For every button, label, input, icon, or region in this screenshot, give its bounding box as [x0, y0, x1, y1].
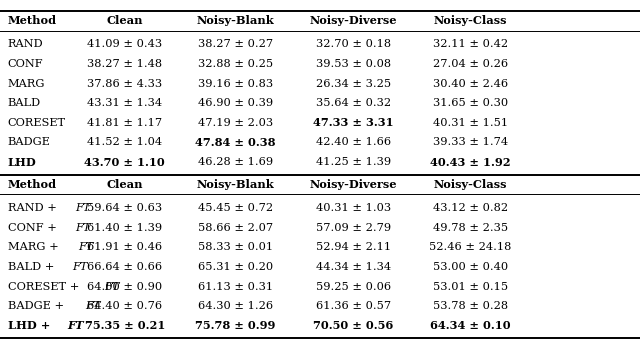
Text: BALD: BALD: [8, 98, 41, 108]
Text: Clean: Clean: [106, 179, 143, 190]
Text: 64.30 ± 1.26: 64.30 ± 1.26: [198, 301, 273, 311]
Text: 61.91 ± 0.46: 61.91 ± 0.46: [87, 242, 163, 252]
Text: 59.25 ± 0.06: 59.25 ± 0.06: [316, 282, 391, 292]
Text: 41.52 ± 1.04: 41.52 ± 1.04: [87, 137, 163, 147]
Text: 46.28 ± 1.69: 46.28 ± 1.69: [198, 157, 273, 167]
Text: RAND +: RAND +: [8, 203, 60, 213]
Text: 49.78 ± 2.35: 49.78 ± 2.35: [433, 223, 508, 233]
Text: LHD: LHD: [8, 157, 36, 167]
Text: 32.70 ± 0.18: 32.70 ± 0.18: [316, 40, 391, 49]
Text: LHD +: LHD +: [8, 320, 54, 331]
Text: 26.34 ± 3.25: 26.34 ± 3.25: [316, 79, 391, 89]
Text: FT: FT: [84, 301, 100, 311]
Text: 41.81 ± 1.17: 41.81 ± 1.17: [87, 118, 163, 128]
Text: 42.40 ± 1.66: 42.40 ± 1.66: [316, 137, 391, 147]
Text: Method: Method: [8, 179, 57, 190]
Text: Noisy-Class: Noisy-Class: [434, 179, 507, 190]
Text: 53.78 ± 0.28: 53.78 ± 0.28: [433, 301, 508, 311]
Text: 61.36 ± 0.57: 61.36 ± 0.57: [316, 301, 391, 311]
Text: 52.46 ± 24.18: 52.46 ± 24.18: [429, 242, 511, 252]
Text: 41.09 ± 0.43: 41.09 ± 0.43: [87, 40, 163, 49]
Text: 43.12 ± 0.82: 43.12 ± 0.82: [433, 203, 508, 213]
Text: FT: FT: [67, 320, 84, 331]
Text: 38.27 ± 1.48: 38.27 ± 1.48: [87, 59, 163, 69]
Text: 40.31 ± 1.03: 40.31 ± 1.03: [316, 203, 391, 213]
Text: 47.19 ± 2.03: 47.19 ± 2.03: [198, 118, 273, 128]
Text: 61.13 ± 0.31: 61.13 ± 0.31: [198, 282, 273, 292]
Text: 58.33 ± 0.01: 58.33 ± 0.01: [198, 242, 273, 252]
Text: 66.64 ± 0.66: 66.64 ± 0.66: [87, 262, 163, 272]
Text: 40.31 ± 1.51: 40.31 ± 1.51: [433, 118, 508, 128]
Text: 47.84 ± 0.38: 47.84 ± 0.38: [195, 137, 276, 148]
Text: Clean: Clean: [106, 15, 143, 26]
Text: FT: FT: [78, 242, 93, 252]
Text: 27.04 ± 0.26: 27.04 ± 0.26: [433, 59, 508, 69]
Text: 38.27 ± 0.27: 38.27 ± 0.27: [198, 40, 273, 49]
Text: 59.64 ± 0.63: 59.64 ± 0.63: [87, 203, 163, 213]
Text: Noisy-Blank: Noisy-Blank: [196, 15, 275, 26]
Text: 75.35 ± 0.21: 75.35 ± 0.21: [84, 320, 165, 331]
Text: Method: Method: [8, 15, 57, 26]
Text: 40.43 ± 1.92: 40.43 ± 1.92: [430, 157, 511, 167]
Text: Noisy-Diverse: Noisy-Diverse: [310, 179, 397, 190]
Text: 57.09 ± 2.79: 57.09 ± 2.79: [316, 223, 391, 233]
Text: 32.88 ± 0.25: 32.88 ± 0.25: [198, 59, 273, 69]
Text: 64.00 ± 0.90: 64.00 ± 0.90: [87, 282, 163, 292]
Text: 30.40 ± 2.46: 30.40 ± 2.46: [433, 79, 508, 89]
Text: 31.65 ± 0.30: 31.65 ± 0.30: [433, 98, 508, 108]
Text: 35.64 ± 0.32: 35.64 ± 0.32: [316, 98, 391, 108]
Text: 75.78 ± 0.99: 75.78 ± 0.99: [195, 320, 276, 331]
Text: 45.45 ± 0.72: 45.45 ± 0.72: [198, 203, 273, 213]
Text: 61.40 ± 1.39: 61.40 ± 1.39: [87, 223, 163, 233]
Text: 37.86 ± 4.33: 37.86 ± 4.33: [87, 79, 163, 89]
Text: 47.33 ± 3.31: 47.33 ± 3.31: [313, 117, 394, 128]
Text: 43.31 ± 1.34: 43.31 ± 1.34: [87, 98, 163, 108]
Text: Noisy-Diverse: Noisy-Diverse: [310, 15, 397, 26]
Text: MARG +: MARG +: [8, 242, 62, 252]
Text: 70.50 ± 0.56: 70.50 ± 0.56: [313, 320, 394, 331]
Text: FT: FT: [104, 282, 120, 292]
Text: MARG: MARG: [8, 79, 45, 89]
Text: 65.31 ± 0.20: 65.31 ± 0.20: [198, 262, 273, 272]
Text: 44.34 ± 1.34: 44.34 ± 1.34: [316, 262, 391, 272]
Text: CONF: CONF: [8, 59, 44, 69]
Text: CONF +: CONF +: [8, 223, 60, 233]
Text: 46.90 ± 0.39: 46.90 ± 0.39: [198, 98, 273, 108]
Text: 39.16 ± 0.83: 39.16 ± 0.83: [198, 79, 273, 89]
Text: CORESET: CORESET: [8, 118, 66, 128]
Text: 39.53 ± 0.08: 39.53 ± 0.08: [316, 59, 391, 69]
Text: BADGE +: BADGE +: [8, 301, 67, 311]
Text: Noisy-Blank: Noisy-Blank: [196, 179, 275, 190]
Text: 64.34 ± 0.10: 64.34 ± 0.10: [430, 320, 511, 331]
Text: 39.33 ± 1.74: 39.33 ± 1.74: [433, 137, 508, 147]
Text: 43.70 ± 1.10: 43.70 ± 1.10: [84, 157, 165, 167]
Text: 64.40 ± 0.76: 64.40 ± 0.76: [87, 301, 163, 311]
Text: FT: FT: [72, 262, 88, 272]
Text: CORESET +: CORESET +: [8, 282, 83, 292]
Text: 53.00 ± 0.40: 53.00 ± 0.40: [433, 262, 508, 272]
Text: 53.01 ± 0.15: 53.01 ± 0.15: [433, 282, 508, 292]
Text: 32.11 ± 0.42: 32.11 ± 0.42: [433, 40, 508, 49]
Text: Noisy-Class: Noisy-Class: [434, 15, 507, 26]
Text: 58.66 ± 2.07: 58.66 ± 2.07: [198, 223, 273, 233]
Text: BALD +: BALD +: [8, 262, 58, 272]
Text: FT: FT: [76, 203, 91, 213]
Text: 52.94 ± 2.11: 52.94 ± 2.11: [316, 242, 391, 252]
Text: 41.25 ± 1.39: 41.25 ± 1.39: [316, 157, 391, 167]
Text: BADGE: BADGE: [8, 137, 51, 147]
Text: FT: FT: [76, 223, 91, 233]
Text: RAND: RAND: [8, 40, 44, 49]
